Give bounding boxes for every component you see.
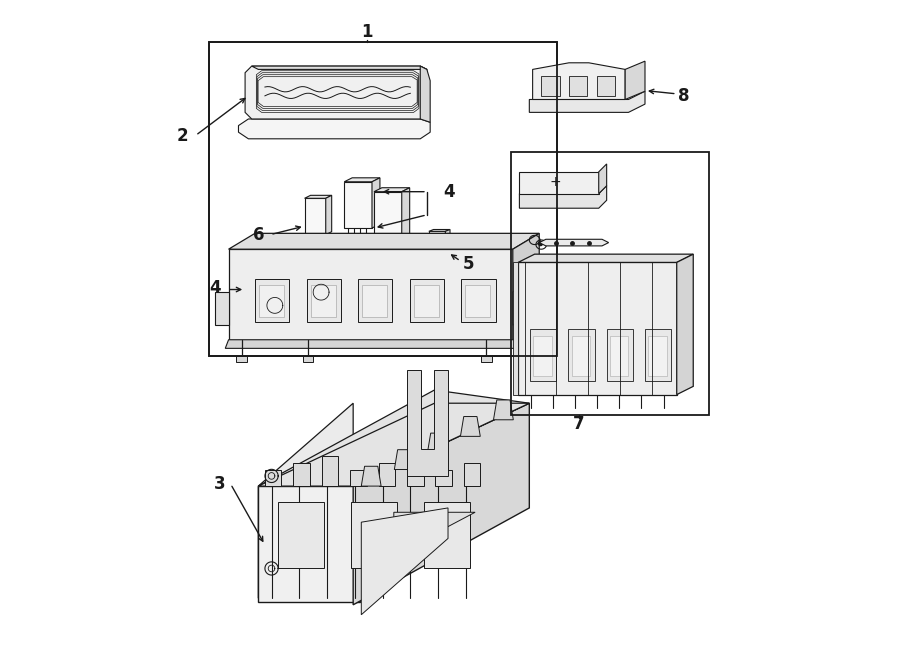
Polygon shape: [519, 172, 598, 194]
Polygon shape: [361, 466, 381, 486]
Polygon shape: [215, 292, 229, 325]
Text: 4: 4: [444, 182, 455, 201]
Text: 6: 6: [253, 225, 264, 244]
Text: 1: 1: [362, 22, 374, 41]
Polygon shape: [258, 403, 529, 486]
Polygon shape: [353, 403, 529, 605]
Bar: [461, 279, 496, 322]
Polygon shape: [513, 282, 526, 325]
Bar: [648, 336, 667, 376]
Bar: [302, 356, 313, 362]
Bar: [541, 77, 560, 97]
Bar: [534, 336, 552, 376]
Polygon shape: [229, 249, 513, 340]
Bar: [255, 279, 290, 322]
Bar: [259, 285, 284, 317]
Bar: [362, 285, 387, 317]
Bar: [482, 356, 491, 362]
Polygon shape: [394, 449, 414, 469]
Polygon shape: [420, 66, 430, 122]
Polygon shape: [304, 196, 332, 198]
Polygon shape: [225, 332, 539, 348]
Polygon shape: [265, 469, 282, 486]
Bar: [530, 329, 556, 381]
Polygon shape: [266, 259, 272, 299]
Polygon shape: [245, 259, 272, 262]
Polygon shape: [326, 196, 332, 235]
Text: +: +: [549, 175, 561, 189]
Bar: [568, 329, 595, 381]
Polygon shape: [446, 229, 450, 264]
Polygon shape: [374, 188, 410, 192]
Polygon shape: [322, 456, 338, 486]
Bar: [410, 279, 444, 322]
Polygon shape: [461, 416, 481, 436]
Polygon shape: [229, 233, 539, 249]
Polygon shape: [361, 508, 448, 615]
Bar: [310, 285, 336, 317]
Polygon shape: [238, 119, 430, 139]
Polygon shape: [513, 262, 518, 395]
Polygon shape: [533, 63, 626, 99]
Polygon shape: [493, 400, 513, 420]
Polygon shape: [539, 239, 608, 246]
Polygon shape: [304, 198, 326, 235]
Polygon shape: [518, 262, 677, 395]
Polygon shape: [529, 91, 645, 112]
Polygon shape: [372, 178, 380, 228]
Bar: [465, 285, 491, 317]
Bar: [511, 152, 709, 415]
Bar: [645, 329, 671, 381]
Bar: [424, 502, 470, 568]
Polygon shape: [252, 66, 427, 69]
Polygon shape: [245, 66, 427, 119]
Text: 5: 5: [463, 255, 474, 274]
Polygon shape: [293, 463, 310, 486]
Bar: [278, 502, 324, 568]
Bar: [351, 502, 397, 568]
Bar: [597, 77, 616, 97]
Bar: [414, 285, 439, 317]
Text: 2: 2: [176, 126, 188, 145]
Text: 4: 4: [210, 278, 221, 297]
Text: 8: 8: [678, 87, 689, 105]
Polygon shape: [428, 229, 450, 231]
Polygon shape: [258, 390, 529, 486]
Polygon shape: [408, 370, 448, 476]
Polygon shape: [350, 469, 366, 486]
Bar: [358, 279, 392, 322]
Bar: [569, 77, 588, 97]
Bar: [307, 279, 341, 322]
Bar: [610, 336, 628, 376]
Bar: [607, 329, 633, 381]
Polygon shape: [379, 463, 395, 486]
Polygon shape: [519, 186, 607, 208]
Polygon shape: [436, 469, 452, 486]
Polygon shape: [464, 463, 481, 486]
Polygon shape: [374, 192, 401, 238]
Polygon shape: [626, 61, 645, 99]
Polygon shape: [401, 188, 410, 238]
Polygon shape: [677, 254, 693, 395]
Text: 3: 3: [214, 475, 226, 493]
Polygon shape: [428, 231, 446, 264]
Polygon shape: [258, 403, 353, 598]
Bar: [237, 356, 248, 362]
Polygon shape: [344, 178, 380, 182]
Bar: [209, 42, 557, 356]
Polygon shape: [513, 233, 539, 340]
Polygon shape: [428, 433, 447, 453]
Polygon shape: [518, 254, 693, 262]
Bar: [572, 336, 590, 376]
Polygon shape: [258, 486, 360, 602]
Polygon shape: [344, 182, 372, 228]
Polygon shape: [245, 262, 266, 299]
Text: 7: 7: [573, 415, 585, 434]
Bar: [209, 42, 557, 356]
Polygon shape: [394, 512, 475, 555]
Polygon shape: [598, 164, 607, 194]
Polygon shape: [407, 456, 424, 486]
